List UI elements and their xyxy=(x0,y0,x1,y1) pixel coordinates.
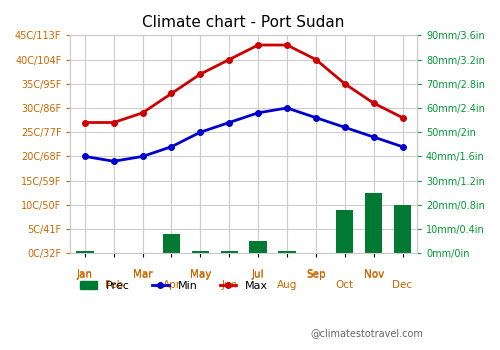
Text: Dec: Dec xyxy=(392,280,412,290)
Bar xyxy=(192,251,209,253)
Bar xyxy=(163,234,180,253)
Bar xyxy=(365,193,382,253)
Title: Climate chart - Port Sudan: Climate chart - Port Sudan xyxy=(142,15,345,30)
Text: Nov: Nov xyxy=(364,269,384,279)
Text: Jul: Jul xyxy=(252,270,264,280)
Bar xyxy=(336,210,353,253)
Text: Mar: Mar xyxy=(133,270,152,280)
Bar xyxy=(250,241,267,253)
Bar xyxy=(76,251,94,253)
Text: Jan: Jan xyxy=(77,270,93,280)
Text: @climatestotravel.com: @climatestotravel.com xyxy=(310,328,423,338)
Text: Jun: Jun xyxy=(221,280,238,290)
Text: Sep: Sep xyxy=(306,269,326,279)
Text: May: May xyxy=(190,270,211,280)
Text: Aug: Aug xyxy=(277,280,297,290)
Text: Feb: Feb xyxy=(104,280,123,290)
Bar xyxy=(394,205,411,253)
Text: May: May xyxy=(190,269,211,279)
Text: Jul: Jul xyxy=(252,269,264,279)
Text: Oct: Oct xyxy=(336,280,354,290)
Bar xyxy=(278,251,295,253)
Text: Mar: Mar xyxy=(133,269,152,279)
Text: Apr: Apr xyxy=(162,280,180,290)
Bar xyxy=(220,251,238,253)
Legend: Prec, Min, Max: Prec, Min, Max xyxy=(76,277,273,296)
Text: Nov: Nov xyxy=(364,270,384,280)
Text: Jan: Jan xyxy=(77,269,93,279)
Text: Sep: Sep xyxy=(306,270,326,280)
